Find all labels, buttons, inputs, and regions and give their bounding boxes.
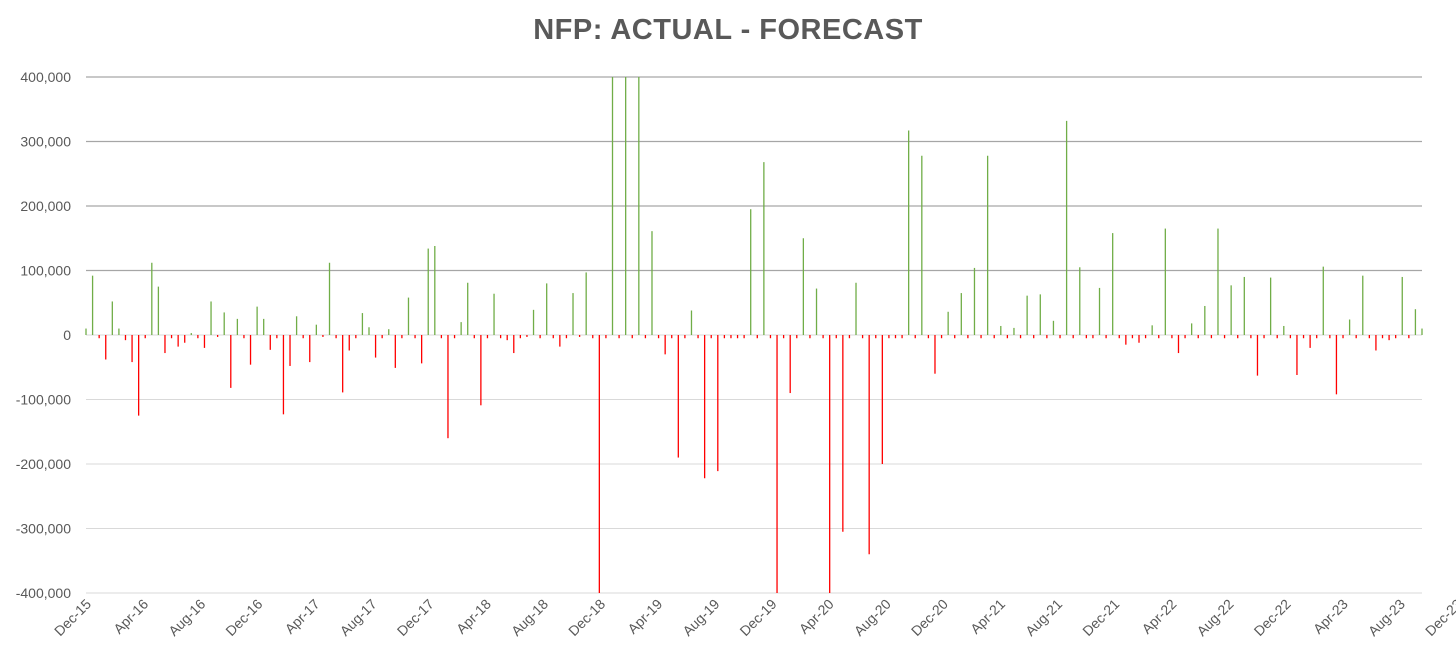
x-tick-label: Dec-22: [1251, 596, 1294, 639]
x-tick-label: Aug-22: [1193, 596, 1236, 639]
x-tick-label: Apr-17: [282, 596, 323, 637]
x-tick-label: Apr-20: [796, 596, 837, 637]
x-tick-label: Apr-23: [1310, 596, 1351, 637]
x-tick-label: Dec-16: [222, 596, 265, 639]
x-tick-label: Dec-15: [51, 596, 94, 639]
x-tick-label: Aug-21: [1022, 596, 1065, 639]
x-tick-label: Dec-23: [1422, 596, 1456, 639]
y-tick-label: 100,000: [20, 263, 71, 279]
y-tick-label: -100,000: [16, 392, 71, 408]
x-tick-label: Apr-16: [110, 596, 151, 637]
x-tick-label: Aug-18: [508, 596, 551, 639]
y-tick-label: -300,000: [16, 521, 71, 537]
x-tick-label: Apr-18: [453, 596, 494, 637]
x-tick-label: Dec-18: [565, 596, 608, 639]
x-tick-label: Apr-19: [624, 596, 665, 637]
x-axis: Dec-15 Apr-16 Aug-16 Dec-16 Apr-17 Aug-17 Dec-…: [51, 596, 1456, 639]
x-tick-label: Aug-20: [851, 596, 894, 639]
y-axis: 400,000 300,000 200,000 100,000 0 -100,000 -20…: [16, 69, 71, 601]
y-tick-label: 400,000: [20, 69, 71, 85]
y-tick-label: -200,000: [16, 456, 71, 472]
x-tick-label: Apr-22: [1138, 596, 1179, 637]
y-tick-label: 0: [63, 327, 71, 343]
gridlines: [86, 76, 1422, 594]
x-tick-label: Dec-17: [394, 596, 437, 639]
x-tick-label: Aug-23: [1365, 596, 1408, 639]
x-tick-label: Aug-19: [679, 596, 722, 639]
chart-title: NFP: ACTUAL - FORECAST: [533, 14, 923, 46]
x-tick-label: Dec-21: [1079, 596, 1122, 639]
y-tick-label: 200,000: [20, 198, 71, 214]
y-tick-label: 300,000: [20, 134, 71, 150]
x-tick-label: Dec-20: [908, 596, 951, 639]
x-tick-label: Aug-16: [165, 596, 208, 639]
bars: [85, 77, 1423, 593]
x-tick-label: Apr-21: [967, 596, 1008, 637]
x-tick-label: Aug-17: [337, 596, 380, 639]
x-tick-label: Dec-19: [736, 596, 779, 639]
y-tick-label: -400,000: [16, 585, 71, 601]
